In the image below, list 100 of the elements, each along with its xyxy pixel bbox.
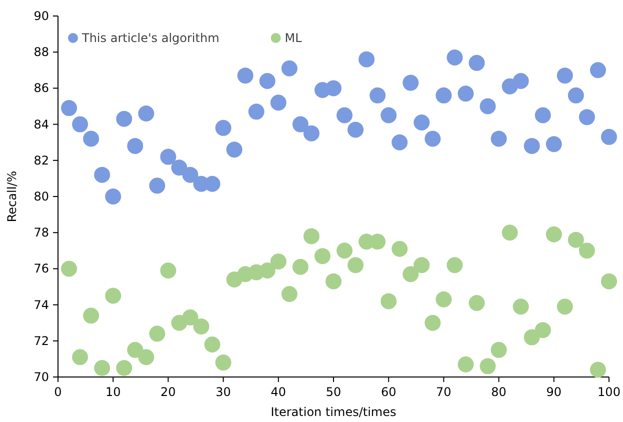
legend-label: This article's algorithm — [81, 31, 220, 45]
point — [546, 136, 562, 152]
point — [380, 107, 397, 124]
point — [458, 356, 474, 372]
legend-label: ML — [284, 31, 302, 45]
point — [578, 109, 595, 126]
point — [424, 130, 441, 147]
point — [534, 322, 551, 338]
y-tick-label: 74 — [34, 298, 49, 312]
point — [336, 107, 353, 124]
y-axis-title: Recall/% — [5, 170, 19, 222]
point — [326, 80, 342, 96]
y-tick-label: 86 — [34, 81, 49, 96]
x-tick-label: 70 — [436, 385, 452, 399]
y-tick-label: 76 — [34, 262, 49, 276]
point — [480, 358, 496, 374]
point — [568, 232, 584, 248]
point — [568, 87, 584, 104]
y-tick-label: 70 — [34, 370, 49, 384]
point — [259, 262, 276, 278]
point — [392, 134, 408, 150]
point — [248, 104, 264, 120]
point — [414, 114, 430, 130]
point — [314, 248, 330, 264]
point — [402, 74, 419, 91]
point — [270, 94, 286, 111]
x-tick-label: 20 — [160, 385, 176, 399]
point — [72, 349, 88, 366]
y-tick-label: 90 — [34, 9, 49, 23]
point — [502, 224, 518, 241]
x-axis-title: Iteration times/times — [270, 405, 396, 419]
point — [138, 105, 154, 122]
point — [556, 68, 573, 84]
point — [204, 336, 220, 352]
point — [424, 314, 441, 331]
point — [61, 260, 78, 277]
point — [534, 107, 551, 124]
point — [61, 100, 78, 116]
point — [193, 318, 210, 334]
point — [149, 326, 166, 342]
x-tick-label: 80 — [491, 385, 506, 399]
point — [590, 62, 606, 78]
point — [490, 130, 507, 147]
y-tick-label: 72 — [34, 334, 49, 348]
x-tick-label: 0 — [54, 385, 62, 399]
point — [292, 116, 308, 132]
x-tick-label: 40 — [270, 385, 286, 399]
point — [601, 273, 617, 290]
point — [336, 242, 353, 259]
point — [402, 266, 419, 282]
y-tick-label: 80 — [34, 190, 49, 204]
point — [303, 228, 320, 244]
point — [358, 51, 375, 68]
x-tick-label: 90 — [546, 385, 562, 399]
point — [590, 362, 606, 378]
point — [215, 120, 232, 136]
point — [303, 125, 320, 142]
point — [83, 308, 100, 324]
point — [259, 72, 276, 89]
point — [512, 298, 529, 315]
point — [446, 50, 463, 66]
point — [182, 309, 198, 326]
point — [490, 342, 507, 358]
point — [380, 293, 397, 310]
point — [512, 72, 529, 89]
point — [524, 329, 540, 346]
point — [94, 360, 110, 376]
y-tick-label: 82 — [34, 153, 49, 168]
point — [171, 160, 188, 176]
x-tick-label: 10 — [105, 385, 121, 399]
point — [182, 166, 198, 183]
point — [436, 291, 452, 308]
point — [348, 122, 364, 138]
y-tick-label: 88 — [34, 45, 49, 60]
point — [326, 273, 342, 290]
point — [292, 258, 308, 275]
point — [72, 116, 88, 132]
point — [468, 54, 485, 71]
x-tick-label: 30 — [216, 385, 231, 399]
point — [546, 226, 562, 242]
point — [226, 142, 242, 158]
x-tick-label: 50 — [326, 385, 342, 399]
y-tick-label: 84 — [34, 117, 49, 132]
point — [414, 257, 430, 274]
point — [348, 257, 364, 274]
x-tick-label: 60 — [380, 385, 396, 399]
point — [524, 138, 540, 154]
point — [468, 295, 485, 311]
point — [601, 128, 617, 145]
point — [83, 130, 100, 147]
point — [127, 342, 144, 358]
point — [281, 286, 298, 302]
point — [105, 288, 122, 304]
point — [116, 110, 132, 127]
point — [446, 257, 463, 274]
point — [127, 138, 144, 154]
point — [116, 360, 132, 376]
point — [436, 87, 452, 104]
point — [578, 242, 595, 259]
point — [160, 262, 176, 278]
